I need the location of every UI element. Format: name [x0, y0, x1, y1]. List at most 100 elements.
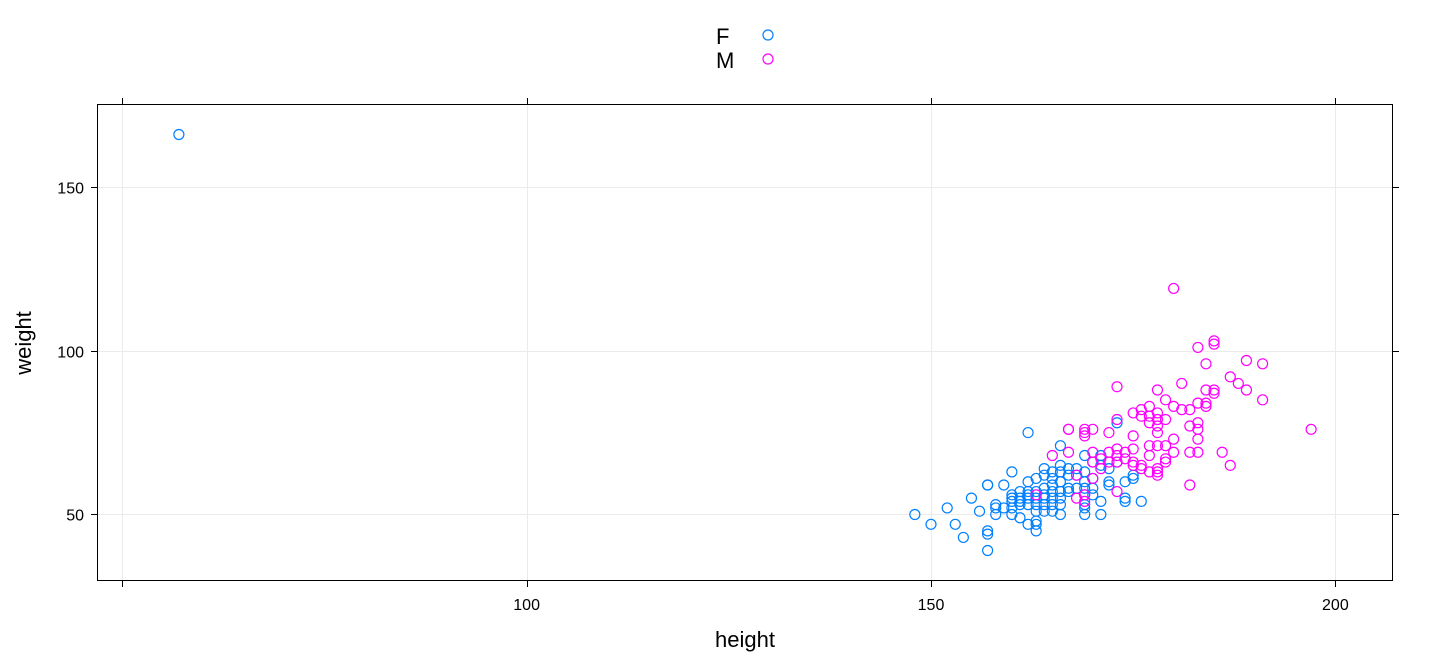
point-m: [1184, 404, 1196, 416]
point-m: [1176, 404, 1188, 416]
point-f: [1022, 499, 1034, 511]
legend-marker-f: [762, 29, 774, 41]
point-f: [1054, 508, 1067, 521]
x-tick-label: 150: [918, 597, 945, 614]
point-m: [1151, 420, 1164, 432]
point-m: [1151, 440, 1164, 452]
point-m: [1070, 469, 1083, 481]
point-m: [1151, 413, 1164, 426]
point-m: [1151, 407, 1164, 419]
point-f: [1079, 508, 1091, 521]
point-m: [1079, 430, 1091, 442]
y-tick-label: 150: [57, 181, 84, 198]
point-m: [1079, 495, 1091, 507]
legend-marker-m: [762, 53, 774, 65]
point-m: [1240, 384, 1253, 396]
point-m: [1208, 387, 1220, 399]
y-axis-title: weight: [11, 311, 36, 376]
point-f: [1030, 525, 1042, 537]
point-f: [982, 544, 994, 557]
point-m: [1127, 430, 1139, 442]
point-f: [965, 492, 978, 504]
point-m: [1151, 463, 1164, 475]
point-f: [1062, 463, 1075, 475]
point-f: [909, 508, 921, 521]
point-m: [1111, 485, 1123, 498]
point-m: [1208, 338, 1220, 350]
point-f: [1079, 502, 1091, 514]
point-f: [1014, 499, 1026, 511]
point-f: [1054, 440, 1067, 452]
y-tick-label: 100: [57, 345, 84, 362]
point-m: [1256, 394, 1269, 406]
point-f: [1119, 492, 1131, 504]
point-m: [1232, 377, 1244, 390]
point-f: [1046, 466, 1058, 478]
point-m: [1103, 456, 1115, 468]
point-m: [1240, 354, 1253, 367]
point-f: [949, 518, 961, 530]
point-m: [1062, 423, 1075, 435]
point-f: [1062, 482, 1075, 494]
point-m: [1111, 413, 1123, 426]
point-m: [1224, 371, 1236, 383]
point-f: [1030, 518, 1042, 530]
point-m: [1200, 358, 1212, 370]
point-f: [998, 479, 1010, 491]
point-f: [1079, 482, 1091, 494]
point-m: [1159, 413, 1172, 426]
point-m: [1200, 397, 1212, 409]
point-m: [1216, 446, 1228, 458]
point-m: [1095, 463, 1107, 475]
point-f: [1038, 505, 1050, 517]
point-m: [1192, 433, 1204, 445]
point-f: [982, 528, 994, 540]
point-f: [173, 128, 185, 141]
point-m: [1192, 417, 1204, 429]
point-m: [1224, 459, 1236, 471]
point-m: [1151, 466, 1164, 478]
point-f: [1095, 495, 1107, 507]
point-m: [1305, 423, 1317, 435]
point-m: [1062, 446, 1075, 458]
point-f: [990, 508, 1002, 521]
point-f: [1046, 499, 1058, 511]
point-m: [1256, 358, 1269, 370]
point-f: [990, 502, 1002, 514]
point-m: [1208, 335, 1220, 347]
legend: F M: [716, 24, 774, 73]
point-m: [1159, 394, 1172, 406]
point-f: [1135, 495, 1147, 507]
point-f: [1127, 472, 1139, 485]
point-f: [982, 525, 994, 537]
point-f: [1087, 489, 1099, 501]
point-m: [1208, 384, 1220, 396]
data-points: [173, 128, 1317, 557]
point-m: [1159, 456, 1172, 468]
point-f: [1006, 466, 1018, 478]
point-m: [1046, 449, 1058, 462]
point-f: [957, 531, 969, 544]
point-f: [1111, 417, 1123, 429]
point-m: [1176, 377, 1188, 390]
x-tick-label: 100: [513, 597, 540, 614]
point-f: [1046, 492, 1058, 504]
point-m: [1168, 446, 1180, 458]
point-m: [1135, 459, 1147, 471]
point-m: [1087, 423, 1099, 435]
point-f: [1046, 485, 1058, 498]
point-f: [941, 502, 953, 514]
point-m: [1168, 282, 1180, 295]
legend-label-m: M: [716, 48, 734, 73]
point-m: [1200, 400, 1212, 412]
grid: [98, 105, 1392, 580]
point-f: [998, 502, 1010, 514]
point-m: [1159, 453, 1172, 465]
plot-frame: [97, 104, 1393, 581]
point-f: [1022, 426, 1034, 439]
point-f: [1038, 499, 1050, 511]
point-m: [1135, 410, 1147, 422]
point-m: [1168, 433, 1180, 445]
point-m: [1127, 443, 1139, 455]
point-m: [1192, 341, 1204, 354]
